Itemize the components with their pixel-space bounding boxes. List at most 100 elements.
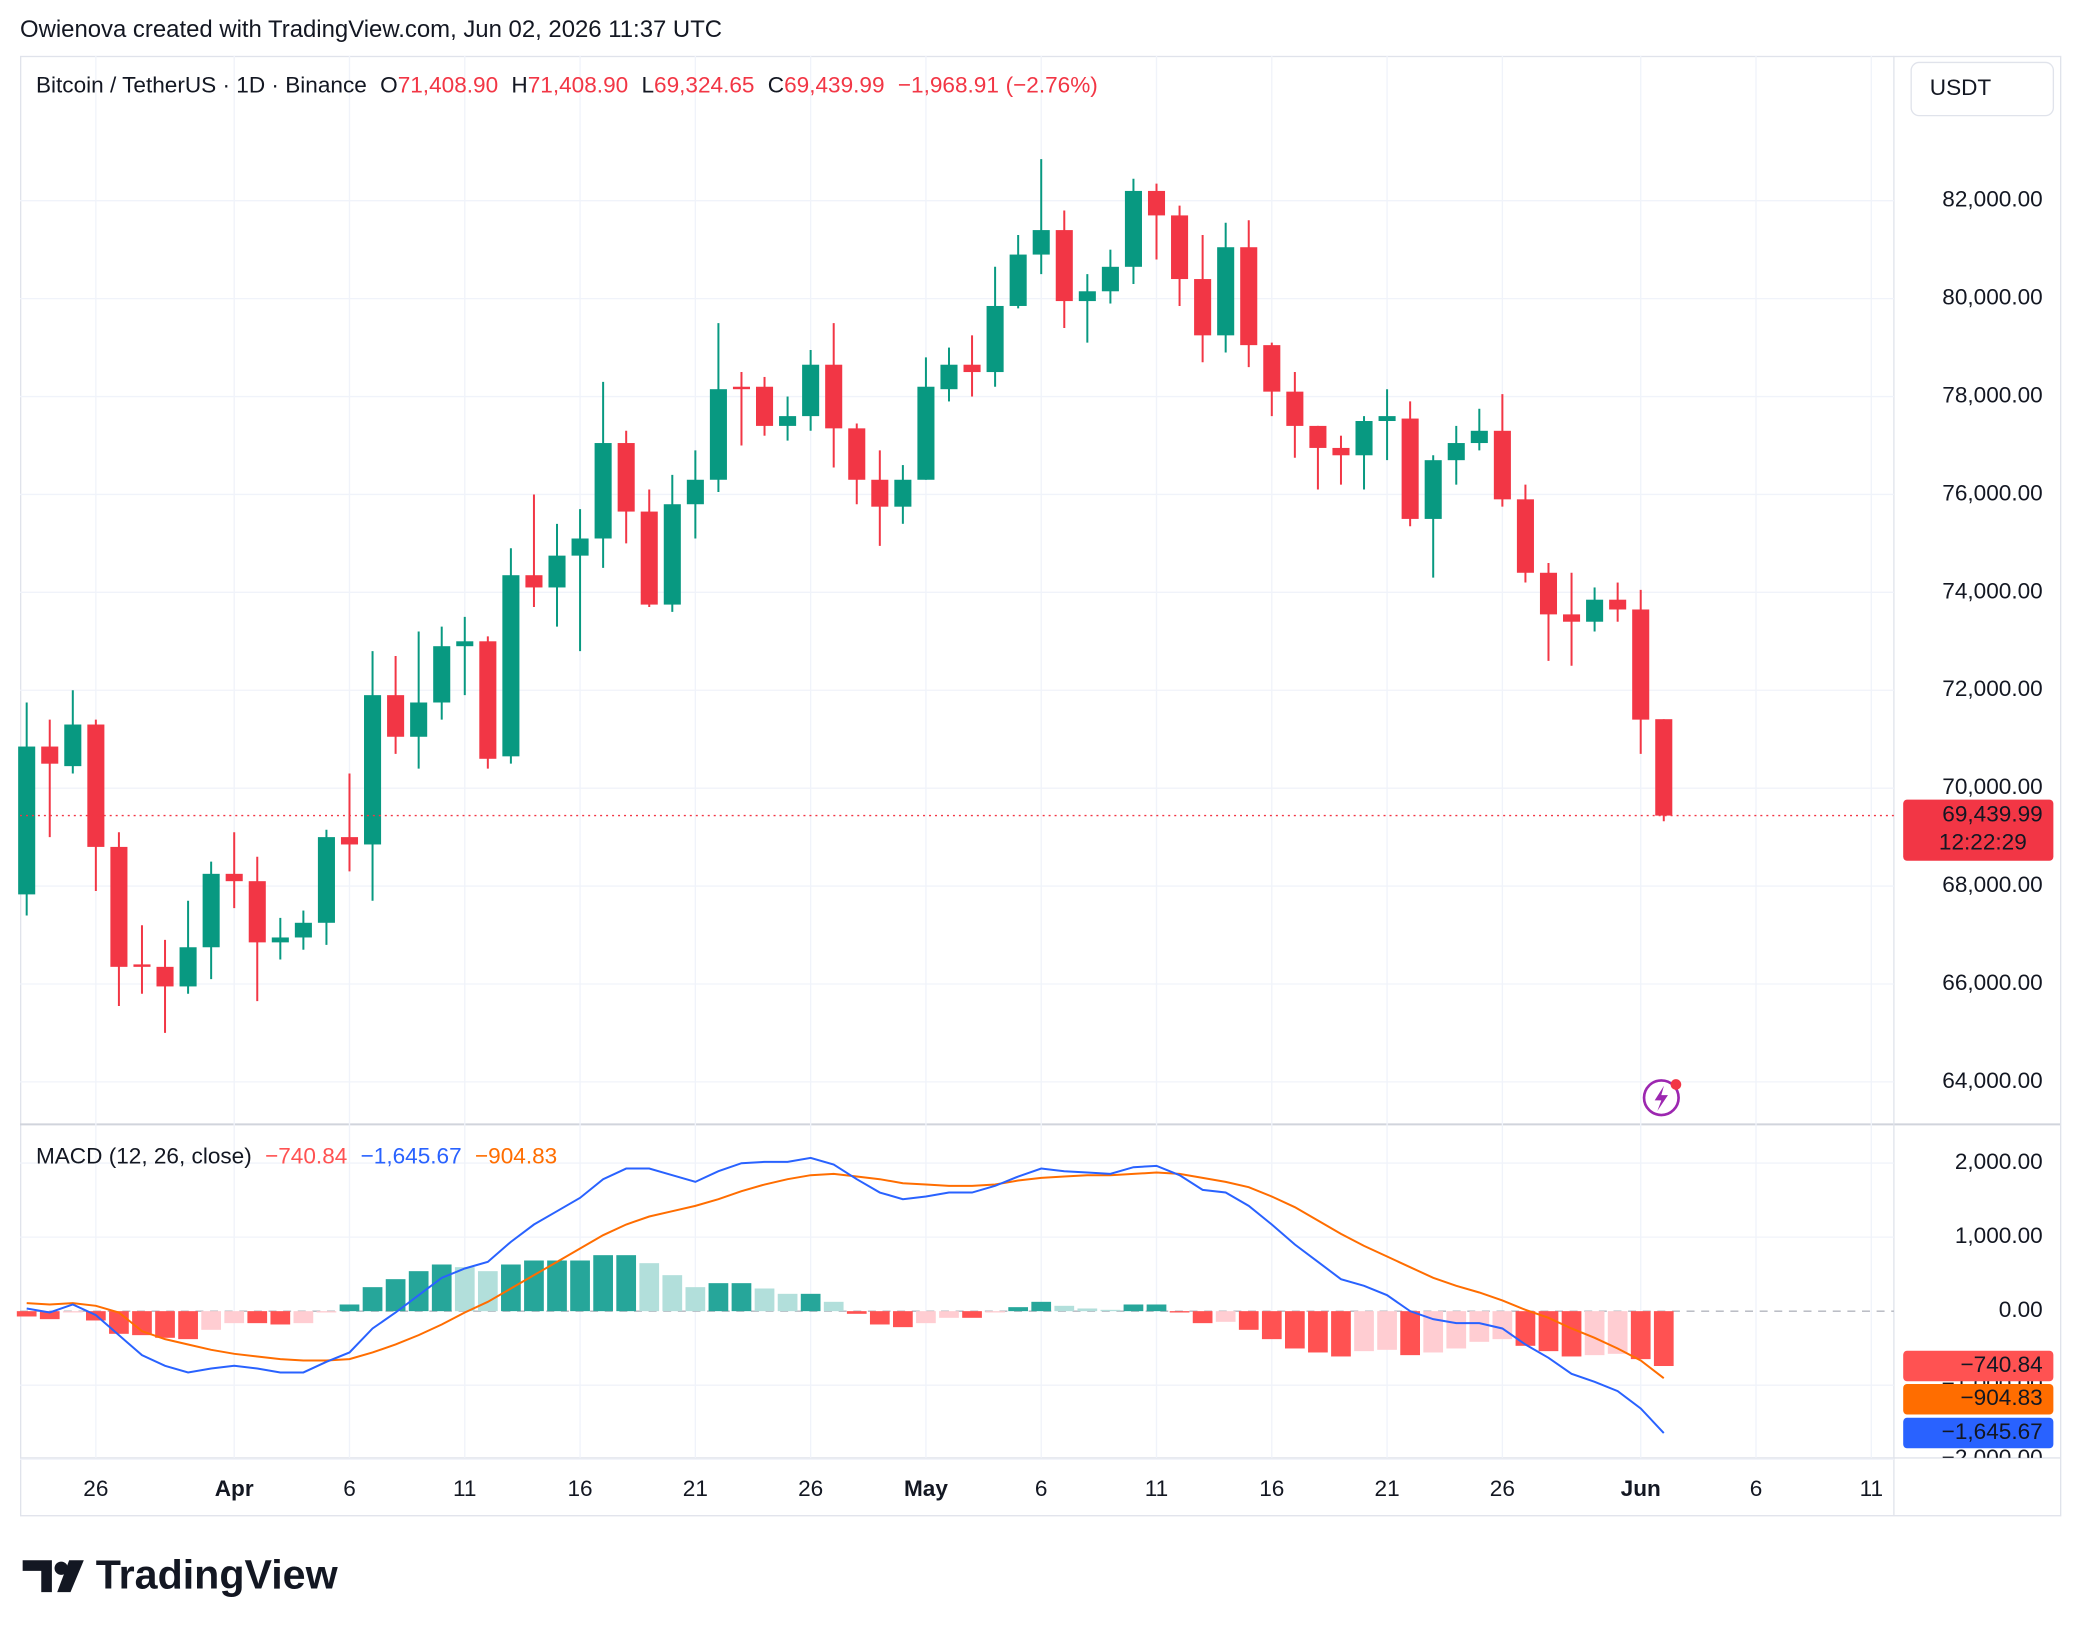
candle-body [755,386,774,426]
candle-body [133,964,151,967]
candle-body [433,646,451,703]
candle-body [917,386,935,480]
x-tick-label: May [904,1476,948,1501]
candle-body [825,364,843,429]
macd-histogram-bar [1630,1311,1651,1360]
logo-text: TradingView [96,1551,339,1597]
candle-body [1332,447,1350,456]
macd-title: MACD (12, 26, close) [36,1144,252,1169]
grid [19,55,1894,1460]
y-tick-label: 68,000.00 [1942,872,2042,897]
x-tick-label: 6 [343,1476,356,1501]
candle-body [156,966,174,987]
macd-histogram-bar [547,1260,567,1312]
candle-body [317,837,335,923]
macd-histogram-bar [1469,1311,1490,1342]
ohlc-key: L [641,72,654,97]
candle-body [1009,254,1027,306]
ohlc-key: O [380,72,398,97]
macd-histogram-bar [362,1287,383,1312]
candle-body [525,575,543,588]
candle-body [387,695,405,737]
macd-histogram-bar [662,1275,683,1312]
candle-body [64,724,82,767]
price-legend: Bitcoin / TetherUS · 1D · Binance O71,408… [36,72,1098,97]
macd-histogram-bar [201,1311,222,1330]
y-tick-label: 64,000.00 [1942,1068,2042,1093]
macd-histogram-bar [1192,1311,1213,1324]
macd-histogram-bar [1169,1311,1190,1313]
macd-histogram-bar [178,1311,198,1340]
candle-body [271,937,289,943]
macd-histogram-bar [1515,1311,1536,1346]
logo-mark-slash [57,1560,84,1593]
macd-histogram-bar [16,1311,37,1317]
macd-badge [1903,1350,2054,1382]
macd-histogram-bar [916,1311,936,1324]
x-tick-label: 11 [1860,1476,1883,1501]
macd-histogram-bar [224,1311,245,1324]
candle-body [1378,416,1396,422]
candle-body [179,947,197,987]
macd-histogram-bar [962,1311,982,1318]
macd-histogram-bar [408,1271,429,1312]
candle-body [871,479,889,507]
macd-histogram-bar [1423,1311,1444,1353]
candle-body [571,538,589,556]
y-tick-label: 66,000.00 [1942,970,2042,995]
last-price-badge [1903,799,2054,861]
candle-body [1609,599,1627,610]
macd-histogram-bar [1077,1308,1098,1312]
macd-histogram-bar [1054,1305,1075,1312]
candle-body [294,922,312,938]
ohlc-value: 69,324.65 [654,72,754,97]
candle-body [1655,719,1673,816]
candle-body [779,416,797,426]
y-tick-label: 70,000.00 [1942,774,2042,799]
attribution: Owienova created with TradingView.com, J… [20,16,722,43]
macd-badge-label: −740.84 [1960,1352,2042,1377]
candle-body [686,479,704,505]
currency[interactable]: USDT [1930,75,1992,100]
icon-dot[interactable] [1670,1079,1682,1090]
candle-body [1101,266,1119,292]
candle-body [617,443,635,512]
macd-histogram-bar [800,1293,821,1312]
candle-body [1147,190,1166,216]
macd-histogram-bar [869,1311,890,1325]
candle-body [548,555,566,588]
y-tick-label: 80,000.00 [1942,285,2042,310]
x-tick-label: 6 [1035,1476,1048,1501]
macd-histogram-bar [685,1287,706,1312]
candle-body [1194,279,1212,336]
macd-histogram-bar [1146,1304,1167,1312]
x-tick-label: Apr [215,1476,254,1501]
icon-bolt[interactable] [1654,1085,1668,1112]
macd-badge [1903,1383,2054,1415]
x-tick-label: Jun [1621,1476,1661,1501]
macd-histogram-bar [1584,1311,1605,1356]
candle-body [594,443,612,539]
last-price-label: 69,439.99 [1942,802,2042,827]
currency-box[interactable] [1910,61,2055,117]
macd-histogram-bar [1261,1311,1282,1340]
marks [16,159,1894,1434]
macd-histogram-bar [754,1288,775,1312]
macd-tick-label: 0.00 [1999,1297,2043,1322]
y-tick-label: 74,000.00 [1942,578,2042,603]
candle-body [1401,418,1419,519]
ohlc-key: H [511,72,527,97]
macd-histogram-bar [293,1311,314,1324]
candle-body [479,641,497,759]
lightning-icon[interactable] [1642,1079,1682,1117]
x-tick-label: 21 [683,1476,708,1501]
candle-body [894,479,912,507]
macd-histogram-bar [1308,1311,1328,1353]
candle-body [87,724,105,847]
macd-histogram-bar [1400,1311,1421,1356]
candle-body [364,695,382,845]
ohlc-value: 71,408.90 [398,72,498,97]
macd-badge-label: −1,645.67 [1942,1419,2043,1444]
candle-body [940,364,958,390]
